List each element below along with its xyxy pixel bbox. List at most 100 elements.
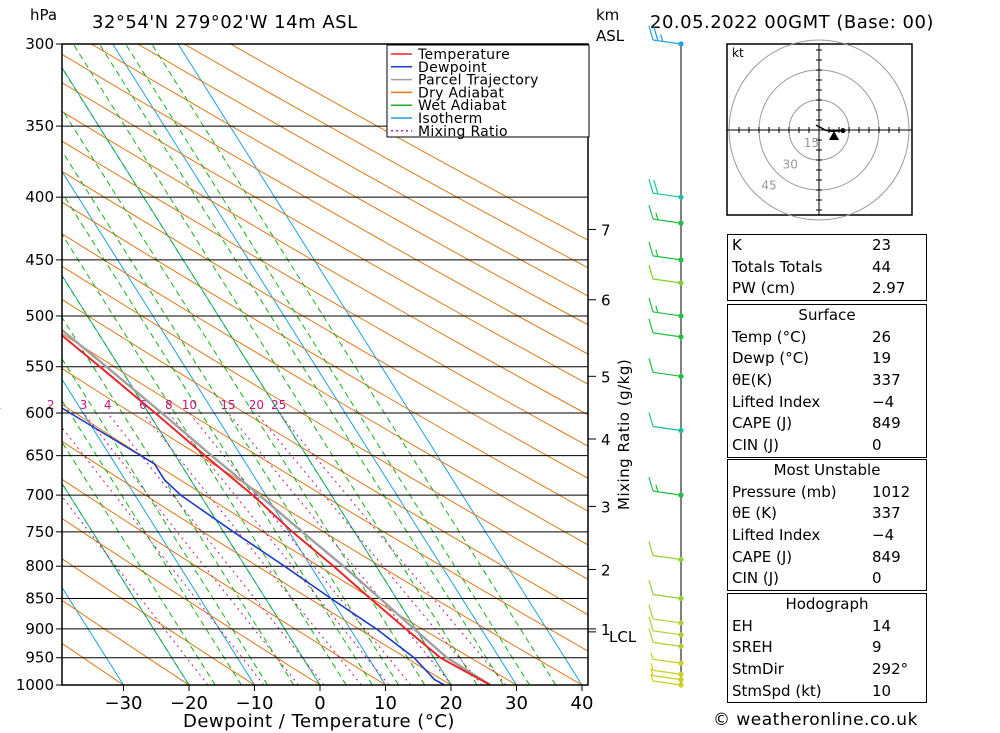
legend-entry: Dry Adiabat bbox=[418, 85, 504, 101]
isotherm-line bbox=[62, 378, 255, 685]
wind-barb-staff bbox=[652, 554, 682, 561]
wind-barb-flag bbox=[648, 264, 654, 280]
wind-barb bbox=[648, 25, 684, 47]
wind-barb bbox=[648, 178, 684, 200]
wind-barb-dot bbox=[678, 682, 684, 688]
stmdir-label: StmDir bbox=[732, 660, 784, 679]
plot-series bbox=[62, 328, 491, 685]
dewpoint-line bbox=[62, 407, 445, 685]
isotherm-line bbox=[112, 44, 517, 685]
wind-barb-dot bbox=[678, 220, 684, 226]
wind-barb-dot bbox=[678, 492, 684, 498]
datetime-title: 20.05.2022 00GMT (Base: 00) bbox=[650, 12, 934, 33]
wind-barb-flag bbox=[648, 616, 654, 631]
wind-barb bbox=[648, 241, 684, 263]
surface-temp-value: 26 bbox=[872, 327, 892, 346]
hodograph: kt 15 30 45 bbox=[726, 39, 913, 221]
wind-barb-dot bbox=[678, 660, 684, 666]
legend-entry: Dewpoint bbox=[418, 60, 487, 76]
wind-barb-flag bbox=[648, 604, 654, 620]
surface-title: Surface bbox=[798, 306, 856, 324]
pressure-tick-label: 850 bbox=[25, 589, 54, 607]
index-row-k: K 23 bbox=[728, 235, 926, 257]
asl-unit-label: ASL bbox=[596, 27, 625, 45]
mu-cape-label: CAPE (J) bbox=[732, 547, 793, 566]
stmspd-label: StmSpd (kt) bbox=[732, 681, 822, 700]
wind-barb-flag bbox=[660, 34, 664, 42]
wet-adiabat-line bbox=[98, 44, 504, 685]
dry-adiabat-line bbox=[62, 233, 588, 546]
x-tick-label: 0 bbox=[314, 693, 325, 714]
mu-pressure-label: Pressure (mb) bbox=[732, 482, 837, 501]
wind-barb bbox=[648, 412, 684, 434]
km-tick-label: 4 bbox=[601, 431, 611, 449]
mu-lifted-value: −4 bbox=[872, 526, 895, 545]
wind-barb-dot bbox=[678, 194, 684, 200]
wet-adiabat-line bbox=[62, 150, 400, 685]
sreh-label: SREH bbox=[732, 638, 773, 657]
wind-barb-flag bbox=[655, 305, 659, 313]
mixing-ratio-line bbox=[168, 412, 390, 685]
dry-adiabat-line bbox=[62, 517, 321, 685]
surface-theta-value: 337 bbox=[872, 371, 901, 390]
pw-value: 2.97 bbox=[872, 279, 906, 298]
wind-barb-dot bbox=[678, 556, 684, 563]
wind-barb bbox=[648, 358, 684, 379]
hodograph-unit-label: kt bbox=[732, 46, 744, 60]
wind-barb-dot bbox=[678, 632, 684, 638]
surface-dewp-value: 19 bbox=[872, 349, 892, 368]
hodograph-ring-label: 45 bbox=[761, 179, 776, 193]
k-label: K bbox=[732, 236, 742, 254]
pressure-tick-label: 650 bbox=[25, 447, 54, 465]
mu-theta-value: 337 bbox=[872, 504, 901, 523]
mixing-ratio-line bbox=[142, 412, 362, 685]
pressure-tick-label: 600 bbox=[25, 404, 54, 422]
pressure-tick-label: 550 bbox=[25, 358, 54, 376]
wind-barb-dot bbox=[678, 595, 684, 602]
pressure-tick-label: 800 bbox=[25, 557, 54, 575]
wind-barb-dot bbox=[678, 313, 684, 319]
wind-barb-flag bbox=[648, 241, 654, 257]
wind-barb-staff bbox=[652, 332, 682, 338]
mu-cape-value: 849 bbox=[872, 547, 901, 566]
wind-barb-dot bbox=[678, 280, 684, 286]
wind-barb bbox=[650, 668, 684, 683]
mu-cin-label: CIN (J) bbox=[732, 569, 780, 588]
copyright-link[interactable]: © weatheronline.co.uk bbox=[713, 710, 918, 730]
wind-barb bbox=[648, 297, 684, 319]
wind-barb bbox=[648, 318, 684, 340]
mixing-ratio-label: 8 bbox=[165, 398, 173, 412]
wind-barb-flag bbox=[648, 297, 654, 313]
dry-adiabat-line bbox=[62, 53, 588, 355]
mixing-ratio-label: 3 bbox=[80, 398, 88, 412]
lcl-label: LCL bbox=[609, 628, 637, 646]
km-unit-label: km bbox=[596, 6, 619, 24]
mu-row-cape: CAPE (J) 849 bbox=[728, 547, 926, 569]
wind-barb-flag bbox=[648, 25, 654, 41]
wind-barb-dot bbox=[678, 334, 684, 340]
dry-adiabat-line bbox=[230, 44, 588, 241]
wind-barb-staff bbox=[652, 641, 682, 647]
wind-barb-flag bbox=[653, 179, 659, 195]
wind-barb bbox=[648, 204, 684, 226]
surface-temp-label: Temp (°C) bbox=[732, 327, 807, 346]
wind-barb-staff bbox=[652, 658, 682, 664]
surface-table: Surface Temp (°C) 26 Dewp (°C) 19 θE(K) 337… bbox=[727, 304, 927, 458]
wind-barb-flag bbox=[655, 212, 659, 221]
eh-label: EH bbox=[732, 616, 753, 635]
surface-cape-label: CAPE (J) bbox=[732, 414, 793, 433]
wind-barb bbox=[648, 616, 684, 638]
pressure-tick-label: 750 bbox=[25, 523, 54, 541]
stmspd-value: 10 bbox=[872, 681, 892, 700]
dry-adiabat-line bbox=[62, 82, 588, 385]
mixing-ratio-line bbox=[189, 412, 412, 685]
wind-barb-staff bbox=[652, 675, 682, 681]
hodograph-end-point bbox=[840, 128, 846, 134]
pressure-tick-label: 1000 bbox=[16, 676, 54, 694]
wind-barb-dot bbox=[678, 677, 684, 683]
wind-barb-flag bbox=[650, 652, 654, 660]
pressure-tick-label: 300 bbox=[25, 35, 54, 53]
surface-cin-label: CIN (J) bbox=[732, 436, 780, 455]
wind-barb-staff bbox=[652, 680, 682, 686]
